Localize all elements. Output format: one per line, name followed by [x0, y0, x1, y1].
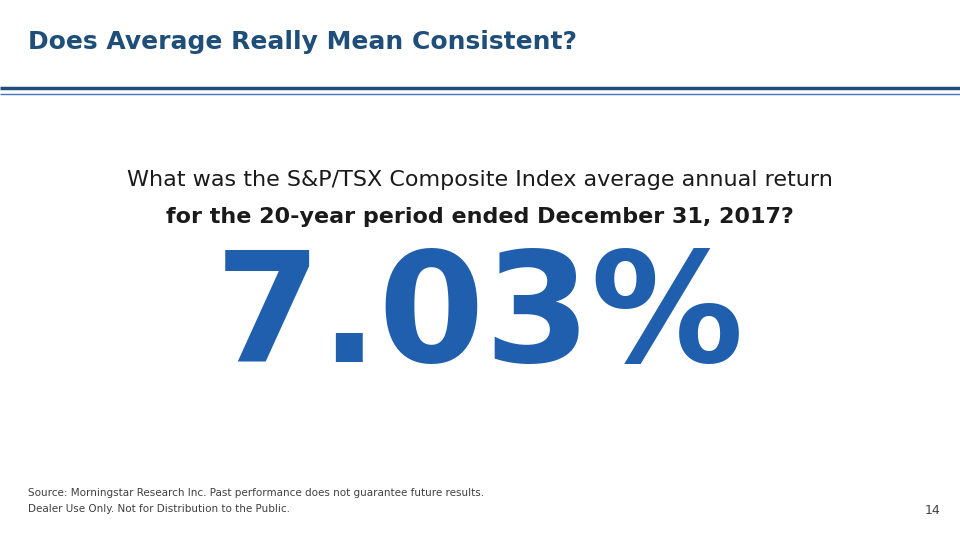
Text: Dealer Use Only. Not for Distribution to the Public.: Dealer Use Only. Not for Distribution to…	[28, 504, 290, 514]
Text: for the 20-year period ended December 31, 2017?: for the 20-year period ended December 31…	[166, 207, 794, 227]
Text: Source: Morningstar Research Inc. Past performance does not guarantee future res: Source: Morningstar Research Inc. Past p…	[28, 488, 484, 498]
Text: 7.03%: 7.03%	[215, 245, 745, 394]
Text: Does Average Really Mean Consistent?: Does Average Really Mean Consistent?	[28, 30, 577, 54]
Text: 14: 14	[924, 504, 940, 517]
Text: What was the S&P/TSX Composite Index average annual return: What was the S&P/TSX Composite Index ave…	[127, 170, 833, 190]
